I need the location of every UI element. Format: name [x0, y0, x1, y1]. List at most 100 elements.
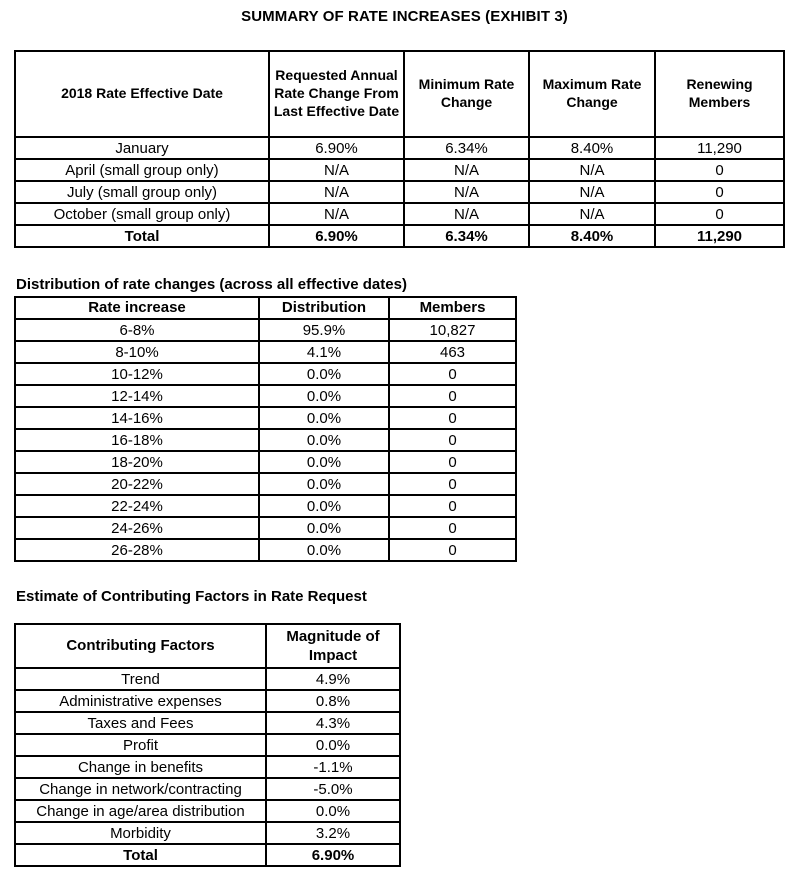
- cell: Administrative expenses: [14, 689, 267, 713]
- cell: 0: [654, 158, 785, 182]
- table-row: 10-12% 0.0% 0: [14, 362, 517, 386]
- cell: 12-14%: [14, 384, 260, 408]
- cell: 0.0%: [258, 428, 390, 452]
- cell: 0: [388, 406, 517, 430]
- table-row: July (small group only) N/A N/A N/A 0: [14, 180, 785, 204]
- cell: 0: [654, 180, 785, 204]
- table-row: 22-24% 0.0% 0: [14, 494, 517, 518]
- cell: 0.0%: [265, 733, 401, 757]
- cell: 0.8%: [265, 689, 401, 713]
- column-header: Magnitude of Impact: [265, 623, 401, 669]
- table-row: 12-14% 0.0% 0: [14, 384, 517, 408]
- cell: 18-20%: [14, 450, 260, 474]
- cell: 6.90%: [268, 136, 405, 160]
- cell: 0.0%: [258, 516, 390, 540]
- table-row: 6-8% 95.9% 10,827: [14, 318, 517, 342]
- cell: 20-22%: [14, 472, 260, 496]
- cell: January: [14, 136, 270, 160]
- table-row: Profit 0.0%: [14, 733, 401, 757]
- cell: April (small group only): [14, 158, 270, 182]
- total-row: Total 6.90% 6.34% 8.40% 11,290: [14, 224, 785, 248]
- table-row: 14-16% 0.0% 0: [14, 406, 517, 430]
- column-header: Minimum Rate Change: [403, 50, 530, 138]
- cell: 0.0%: [258, 538, 390, 562]
- total-row: Total 6.90%: [14, 843, 401, 867]
- cell: N/A: [528, 158, 656, 182]
- table-row: Trend 4.9%: [14, 667, 401, 691]
- column-header: Rate increase: [14, 296, 260, 320]
- cell: N/A: [268, 180, 405, 204]
- cell: 4.1%: [258, 340, 390, 364]
- table-row: Change in network/contracting -5.0%: [14, 777, 401, 801]
- table-row: 8-10% 4.1% 463: [14, 340, 517, 364]
- cell: 16-18%: [14, 428, 260, 452]
- cell: N/A: [403, 202, 530, 226]
- table-row: October (small group only) N/A N/A N/A 0: [14, 202, 785, 226]
- cell: 8.40%: [528, 136, 656, 160]
- cell: N/A: [528, 180, 656, 204]
- table-row: 16-18% 0.0% 0: [14, 428, 517, 452]
- cell: 95.9%: [258, 318, 390, 342]
- cell: 6.90%: [265, 843, 401, 867]
- cell: 6.90%: [268, 224, 405, 248]
- cell: Change in age/area distribution: [14, 799, 267, 823]
- cell: Taxes and Fees: [14, 711, 267, 735]
- cell: Profit: [14, 733, 267, 757]
- table-row: Change in benefits -1.1%: [14, 755, 401, 779]
- cell: 11,290: [654, 136, 785, 160]
- cell: 3.2%: [265, 821, 401, 845]
- table-row: 20-22% 0.0% 0: [14, 472, 517, 496]
- cell: 0: [388, 362, 517, 386]
- table-row: Administrative expenses 0.8%: [14, 689, 401, 713]
- cell: 8.40%: [528, 224, 656, 248]
- header-row: 2018 Rate Effective Date Requested Annua…: [14, 50, 785, 138]
- cell: 0: [654, 202, 785, 226]
- cell: 0: [388, 450, 517, 474]
- cell: 10-12%: [14, 362, 260, 386]
- cell: 6-8%: [14, 318, 260, 342]
- column-header: Contributing Factors: [14, 623, 267, 669]
- cell: Trend: [14, 667, 267, 691]
- table-row: 18-20% 0.0% 0: [14, 450, 517, 474]
- cell: N/A: [268, 202, 405, 226]
- column-header: Renewing Members: [654, 50, 785, 138]
- cell: 0.0%: [258, 362, 390, 386]
- column-header: 2018 Rate Effective Date: [14, 50, 270, 138]
- header-row: Rate increase Distribution Members: [14, 296, 517, 320]
- cell: 6.34%: [403, 224, 530, 248]
- cell: 0: [388, 384, 517, 408]
- cell: 8-10%: [14, 340, 260, 364]
- contributing-factors-table: Contributing Factors Magnitude of Impact…: [14, 623, 401, 867]
- cell: 0: [388, 538, 517, 562]
- cell: Total: [14, 224, 270, 248]
- column-header: Requested Annual Rate Change From Last E…: [268, 50, 405, 138]
- cell: Change in benefits: [14, 755, 267, 779]
- cell: Total: [14, 843, 267, 867]
- cell: 0: [388, 494, 517, 518]
- cell: 0.0%: [258, 384, 390, 408]
- cell: 0.0%: [258, 494, 390, 518]
- cell: 463: [388, 340, 517, 364]
- table-row: 26-28% 0.0% 0: [14, 538, 517, 562]
- cell: N/A: [403, 180, 530, 204]
- header-row: Contributing Factors Magnitude of Impact: [14, 623, 401, 669]
- table-row: April (small group only) N/A N/A N/A 0: [14, 158, 785, 182]
- cell: 26-28%: [14, 538, 260, 562]
- cell: 10,827: [388, 318, 517, 342]
- cell: October (small group only): [14, 202, 270, 226]
- cell: 14-16%: [14, 406, 260, 430]
- distribution-table: Rate increase Distribution Members 6-8% …: [14, 296, 517, 562]
- cell: N/A: [268, 158, 405, 182]
- table-row: January 6.90% 6.34% 8.40% 11,290: [14, 136, 785, 160]
- cell: July (small group only): [14, 180, 270, 204]
- cell: 22-24%: [14, 494, 260, 518]
- table-row: Taxes and Fees 4.3%: [14, 711, 401, 735]
- cell: 4.3%: [265, 711, 401, 735]
- cell: 0.0%: [258, 406, 390, 430]
- column-header: Maximum Rate Change: [528, 50, 656, 138]
- cell: 0: [388, 472, 517, 496]
- document-title: SUMMARY OF RATE INCREASES (EXHIBIT 3): [241, 8, 568, 25]
- table-row: Change in age/area distribution 0.0%: [14, 799, 401, 823]
- table-row: 24-26% 0.0% 0: [14, 516, 517, 540]
